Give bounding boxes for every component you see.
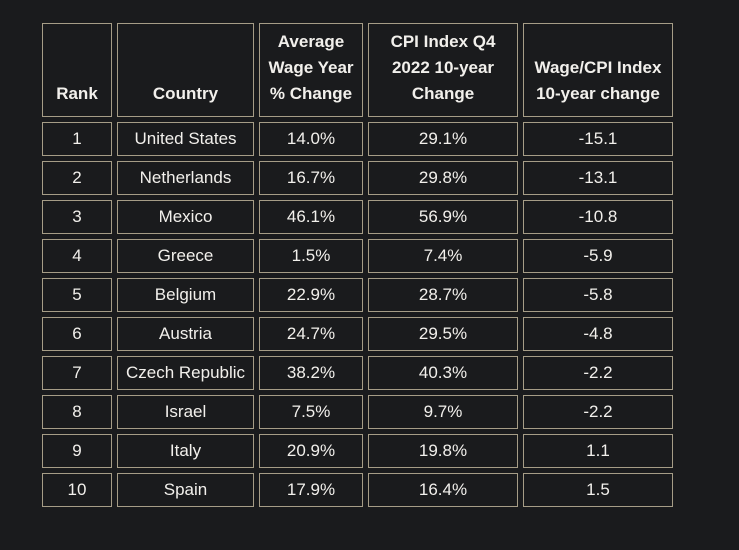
cell-average-wage: 46.1% bbox=[259, 200, 363, 234]
cell-average-wage: 22.9% bbox=[259, 278, 363, 312]
table-body: 1 United States 14.0% 29.1% -15.1 2 Neth… bbox=[42, 122, 673, 507]
cell-country: Greece bbox=[117, 239, 254, 273]
header-label-line: % Change bbox=[269, 84, 353, 103]
header-label-line: 10-year change bbox=[536, 84, 660, 103]
cell-average-wage: 20.9% bbox=[259, 434, 363, 468]
cell-rank: 10 bbox=[42, 473, 112, 507]
table-row: 4 Greece 1.5% 7.4% -5.9 bbox=[42, 239, 673, 273]
cell-wage-cpi-index: -5.9 bbox=[523, 239, 673, 273]
cell-country: Italy bbox=[117, 434, 254, 468]
cell-rank: 4 bbox=[42, 239, 112, 273]
header-label-line: CPI Index Q4 bbox=[390, 32, 496, 51]
cell-rank: 3 bbox=[42, 200, 112, 234]
column-header-rank: Rank bbox=[42, 23, 112, 117]
cell-country: Spain bbox=[117, 473, 254, 507]
table-row: 3 Mexico 46.1% 56.9% -10.8 bbox=[42, 200, 673, 234]
header-label-line: Wage/CPI Index bbox=[534, 58, 662, 77]
cell-rank: 8 bbox=[42, 395, 112, 429]
column-header-cpi-index: CPI Index Q4 2022 10-year Change bbox=[368, 23, 518, 117]
cell-country: Israel bbox=[117, 395, 254, 429]
cell-country: Mexico bbox=[117, 200, 254, 234]
cell-cpi-index: 29.5% bbox=[368, 317, 518, 351]
cell-rank: 2 bbox=[42, 161, 112, 195]
cell-country: Austria bbox=[117, 317, 254, 351]
cell-cpi-index: 7.4% bbox=[368, 239, 518, 273]
cell-country: Netherlands bbox=[117, 161, 254, 195]
cell-country: Czech Republic bbox=[117, 356, 254, 390]
column-header-average-wage: Average Wage Year % Change bbox=[259, 23, 363, 117]
table-row: 5 Belgium 22.9% 28.7% -5.8 bbox=[42, 278, 673, 312]
cell-cpi-index: 29.8% bbox=[368, 161, 518, 195]
cell-country: Belgium bbox=[117, 278, 254, 312]
cell-cpi-index: 40.3% bbox=[368, 356, 518, 390]
cell-wage-cpi-index: -4.8 bbox=[523, 317, 673, 351]
cell-rank: 6 bbox=[42, 317, 112, 351]
cell-wage-cpi-index: -15.1 bbox=[523, 122, 673, 156]
cell-average-wage: 17.9% bbox=[259, 473, 363, 507]
cell-rank: 1 bbox=[42, 122, 112, 156]
cell-rank: 5 bbox=[42, 278, 112, 312]
table-row: 9 Italy 20.9% 19.8% 1.1 bbox=[42, 434, 673, 468]
cell-wage-cpi-index: -2.2 bbox=[523, 356, 673, 390]
cell-cpi-index: 56.9% bbox=[368, 200, 518, 234]
cell-average-wage: 16.7% bbox=[259, 161, 363, 195]
table-row: 2 Netherlands 16.7% 29.8% -13.1 bbox=[42, 161, 673, 195]
cell-wage-cpi-index: 1.5 bbox=[523, 473, 673, 507]
header-label-line: Change bbox=[411, 84, 475, 103]
cell-average-wage: 1.5% bbox=[259, 239, 363, 273]
table-header: Rank Country Average Wage Year % Change … bbox=[42, 23, 673, 117]
table-row: 10 Spain 17.9% 16.4% 1.5 bbox=[42, 473, 673, 507]
cell-cpi-index: 16.4% bbox=[368, 473, 518, 507]
column-header-wage-cpi-index: Wage/CPI Index 10-year change bbox=[523, 23, 673, 117]
cell-cpi-index: 29.1% bbox=[368, 122, 518, 156]
cell-wage-cpi-index: 1.1 bbox=[523, 434, 673, 468]
table-row: 8 Israel 7.5% 9.7% -2.2 bbox=[42, 395, 673, 429]
cell-cpi-index: 9.7% bbox=[368, 395, 518, 429]
header-label: Country bbox=[152, 84, 219, 103]
header-label: Rank bbox=[56, 84, 98, 103]
column-header-country: Country bbox=[117, 23, 254, 117]
cell-wage-cpi-index: -13.1 bbox=[523, 161, 673, 195]
header-label-line: Average bbox=[277, 32, 345, 51]
cell-wage-cpi-index: -2.2 bbox=[523, 395, 673, 429]
table-row: 7 Czech Republic 38.2% 40.3% -2.2 bbox=[42, 356, 673, 390]
wage-cpi-table: Rank Country Average Wage Year % Change … bbox=[37, 18, 678, 512]
cell-rank: 7 bbox=[42, 356, 112, 390]
cell-average-wage: 14.0% bbox=[259, 122, 363, 156]
cell-wage-cpi-index: -10.8 bbox=[523, 200, 673, 234]
header-label-line: Wage Year bbox=[268, 58, 354, 77]
header-label-line: 2022 10-year bbox=[391, 58, 495, 77]
cell-average-wage: 38.2% bbox=[259, 356, 363, 390]
cell-average-wage: 7.5% bbox=[259, 395, 363, 429]
cell-rank: 9 bbox=[42, 434, 112, 468]
cell-average-wage: 24.7% bbox=[259, 317, 363, 351]
table-row: 1 United States 14.0% 29.1% -15.1 bbox=[42, 122, 673, 156]
cell-country: United States bbox=[117, 122, 254, 156]
header-row: Rank Country Average Wage Year % Change … bbox=[42, 23, 673, 117]
cell-cpi-index: 19.8% bbox=[368, 434, 518, 468]
cell-wage-cpi-index: -5.8 bbox=[523, 278, 673, 312]
cell-cpi-index: 28.7% bbox=[368, 278, 518, 312]
table-row: 6 Austria 24.7% 29.5% -4.8 bbox=[42, 317, 673, 351]
